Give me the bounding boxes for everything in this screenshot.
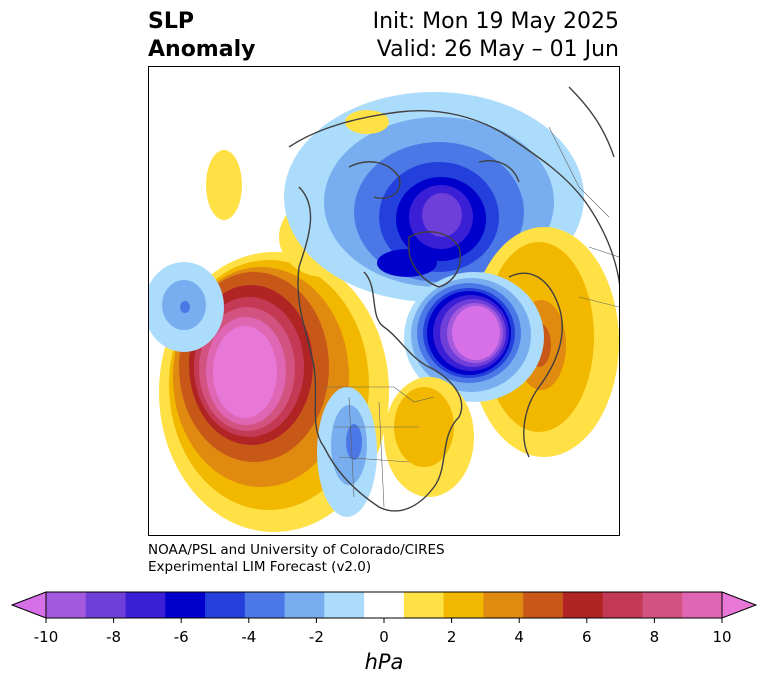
high-arctic-small [345, 110, 389, 134]
colorbar-tick-label: 2 [446, 628, 457, 646]
colorbar-tick-label: 6 [582, 628, 592, 646]
colorbar-segment [244, 592, 286, 618]
colorbar-segment [523, 592, 564, 618]
colorbar-segment [642, 592, 683, 618]
colorbar-segment [46, 592, 87, 618]
low-central-us [317, 387, 377, 517]
colorbar-tick-label: -8 [106, 628, 122, 646]
colorbar-tick-label: 4 [514, 628, 524, 646]
colorbar-segment [364, 592, 405, 618]
colorbar-segment [205, 592, 246, 618]
colorbar-tick-label: 8 [649, 628, 660, 646]
anomaly-field-svg [149, 86, 619, 532]
colorbar-unit: hPa [364, 650, 404, 674]
title-right: Init: Mon 19 May 2025 Valid: 26 May – 01… [373, 8, 619, 64]
colorbar-segment [165, 592, 206, 618]
coastlines [288, 86, 619, 512]
colorbar-segment [562, 592, 604, 618]
title-left: SLP Anomaly [148, 8, 255, 64]
colorbar-segment [403, 592, 445, 618]
colorbar-segment [682, 592, 723, 618]
colorbar-segment [125, 592, 166, 618]
colorbar-segment [284, 592, 325, 618]
colorbar-tick-label: 0 [379, 628, 389, 646]
valid-range: Valid: 26 May – 01 Jun [376, 37, 619, 62]
credit-line2: Experimental LIM Forecast (v2.0) [148, 559, 372, 575]
init-date: Init: Mon 19 May 2025 [372, 9, 619, 34]
title-field: Anomaly [148, 37, 256, 62]
colorbar-segment [324, 592, 365, 618]
low-atlantic [404, 272, 544, 402]
title-variable: SLP [148, 9, 194, 34]
colorbar-tick-label: 10 [712, 628, 732, 646]
anomaly-map [148, 66, 620, 536]
high-east-america [384, 377, 474, 497]
low-pacific-west [149, 262, 224, 352]
borders [324, 126, 619, 508]
colorbar-segment [443, 592, 484, 618]
colorbar-tick-label: -10 [33, 628, 59, 646]
credit: NOAA/PSL and University of Colorado/CIRE… [148, 542, 445, 576]
credit-line1: NOAA/PSL and University of Colorado/CIRE… [148, 542, 445, 558]
colorbar-segment [483, 592, 524, 618]
colorbar-tick-label: -2 [308, 628, 324, 646]
colorbar-segment [85, 592, 127, 618]
colorbar-tick-label: -6 [173, 628, 189, 646]
colorbar-segment [602, 592, 643, 618]
colorbar-arrow-right [721, 591, 758, 619]
colorbar [10, 591, 758, 623]
colorbar-tick-label: -4 [241, 628, 257, 646]
colorbar-arrow-left [10, 591, 47, 619]
